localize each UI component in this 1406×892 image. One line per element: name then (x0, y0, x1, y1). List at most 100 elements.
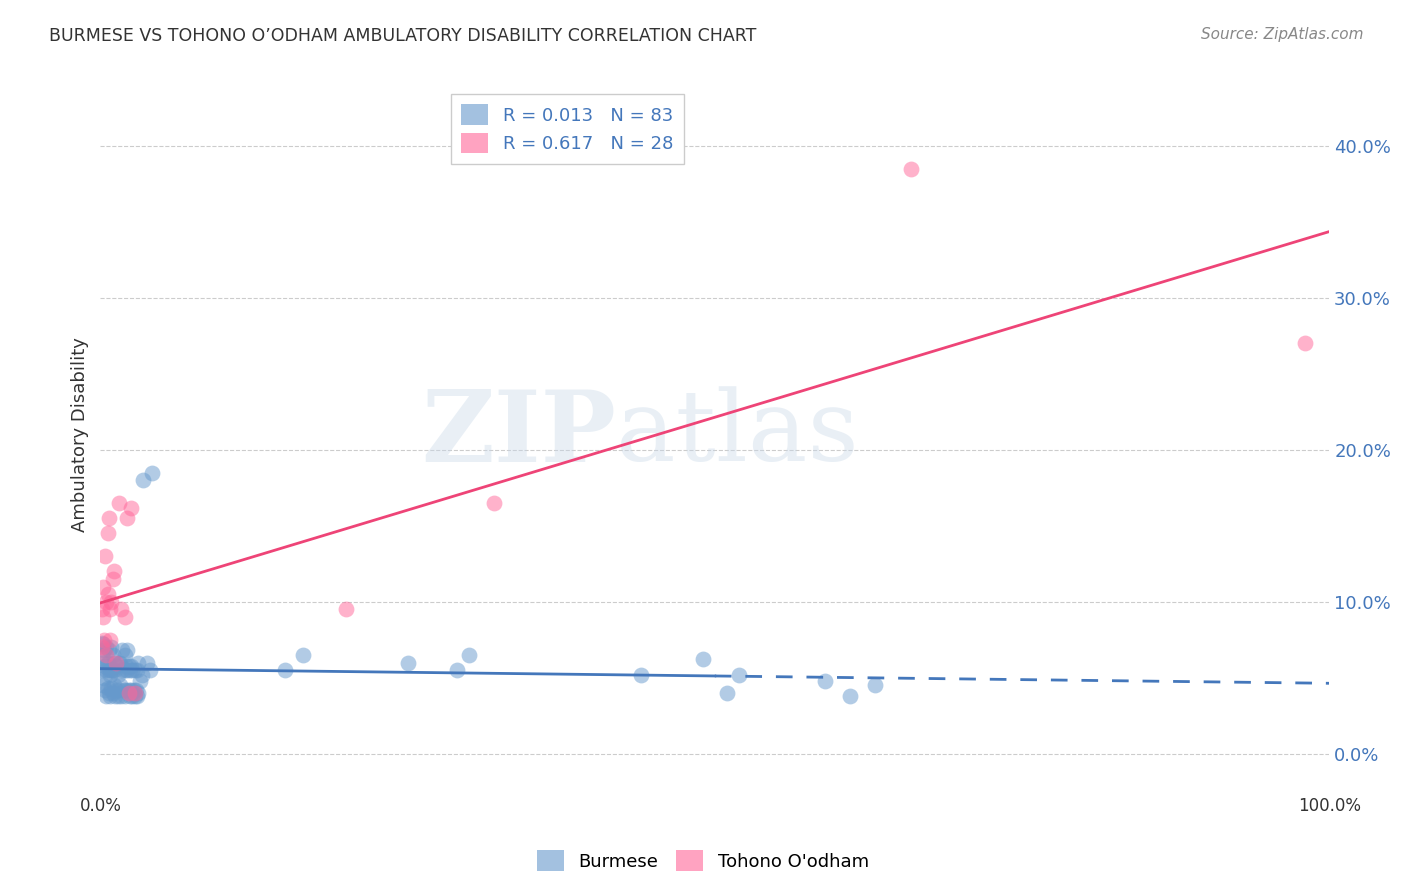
Point (117, 658, 139, 673)
Point (98, 667, 121, 681)
Point (97, 656, 120, 670)
Point (482, 496, 505, 510)
Point (125, 682, 148, 697)
Point (96, 648, 118, 662)
Point (107, 689, 129, 703)
Point (114, 663, 136, 677)
Point (122, 682, 145, 697)
Point (127, 689, 149, 703)
Point (120, 500, 142, 515)
Point (97, 663, 120, 677)
Point (98, 689, 121, 703)
Point (814, 673, 837, 688)
Point (728, 667, 751, 681)
Point (100, 595, 122, 609)
Point (105, 656, 128, 670)
Point (96, 640, 118, 655)
Point (96, 595, 118, 609)
Point (115, 658, 138, 673)
Point (90, 602, 112, 616)
Point (112, 682, 135, 697)
Point (131, 667, 153, 681)
Point (111, 643, 134, 657)
Point (104, 663, 127, 677)
Point (91, 678, 114, 692)
Point (93, 671, 115, 685)
Point (97, 511, 120, 525)
Point (108, 656, 131, 670)
Point (91, 637, 114, 651)
Legend: Burmese, Tohono O'odham: Burmese, Tohono O'odham (530, 843, 876, 879)
Point (121, 689, 143, 703)
Point (103, 678, 125, 692)
Point (96, 663, 118, 677)
Point (97, 643, 120, 657)
Text: BURMESE VS TOHONO O’ODHAM AMBULATORY DISABILITY CORRELATION CHART: BURMESE VS TOHONO O’ODHAM AMBULATORY DIS… (49, 27, 756, 45)
Point (120, 658, 142, 673)
Point (98, 632, 121, 647)
Point (136, 656, 159, 670)
Point (94, 658, 117, 673)
Y-axis label: Ambulatory Disability: Ambulatory Disability (72, 337, 89, 532)
Point (107, 682, 129, 697)
Point (98, 602, 121, 616)
Point (114, 648, 136, 662)
Point (110, 689, 132, 703)
Point (1294, 336, 1316, 351)
Point (107, 656, 129, 670)
Point (292, 648, 315, 662)
Text: Source: ZipAtlas.com: Source: ZipAtlas.com (1201, 27, 1364, 42)
Point (127, 656, 149, 670)
Point (97, 686, 120, 700)
Point (108, 678, 131, 692)
Point (124, 689, 146, 703)
Point (105, 682, 128, 697)
Point (97, 681, 120, 696)
Point (117, 686, 139, 700)
Point (692, 652, 714, 666)
Point (118, 689, 141, 703)
Point (93, 643, 115, 657)
Point (114, 689, 136, 703)
Point (90, 636, 112, 650)
Point (863, 678, 886, 692)
Point (100, 640, 122, 655)
Point (96, 689, 118, 703)
Text: atlas: atlas (616, 386, 859, 483)
Point (117, 511, 139, 525)
Point (90, 648, 112, 662)
Point (127, 663, 149, 677)
Text: ZIP: ZIP (422, 386, 616, 483)
Point (90, 663, 112, 677)
Point (141, 466, 163, 480)
Point (110, 602, 132, 616)
Point (105, 658, 128, 673)
Point (128, 673, 150, 688)
Point (90, 640, 112, 655)
Point (900, 161, 922, 176)
Point (97, 526, 120, 541)
Point (100, 681, 122, 696)
Point (117, 643, 139, 657)
Point (115, 682, 138, 697)
Point (117, 663, 139, 677)
Point (101, 686, 124, 700)
Point (118, 663, 141, 677)
Point (121, 663, 143, 677)
Point (94, 549, 117, 563)
Point (114, 610, 136, 624)
Point (335, 602, 357, 616)
Point (91, 610, 114, 624)
Point (101, 572, 124, 586)
Point (716, 686, 738, 700)
Point (138, 663, 160, 677)
Point (104, 689, 127, 703)
Point (446, 663, 468, 677)
Point (132, 473, 155, 487)
Point (93, 632, 115, 647)
Point (91, 580, 114, 594)
Point (839, 689, 862, 703)
Point (101, 663, 124, 677)
Point (97, 587, 120, 601)
Point (124, 686, 146, 700)
